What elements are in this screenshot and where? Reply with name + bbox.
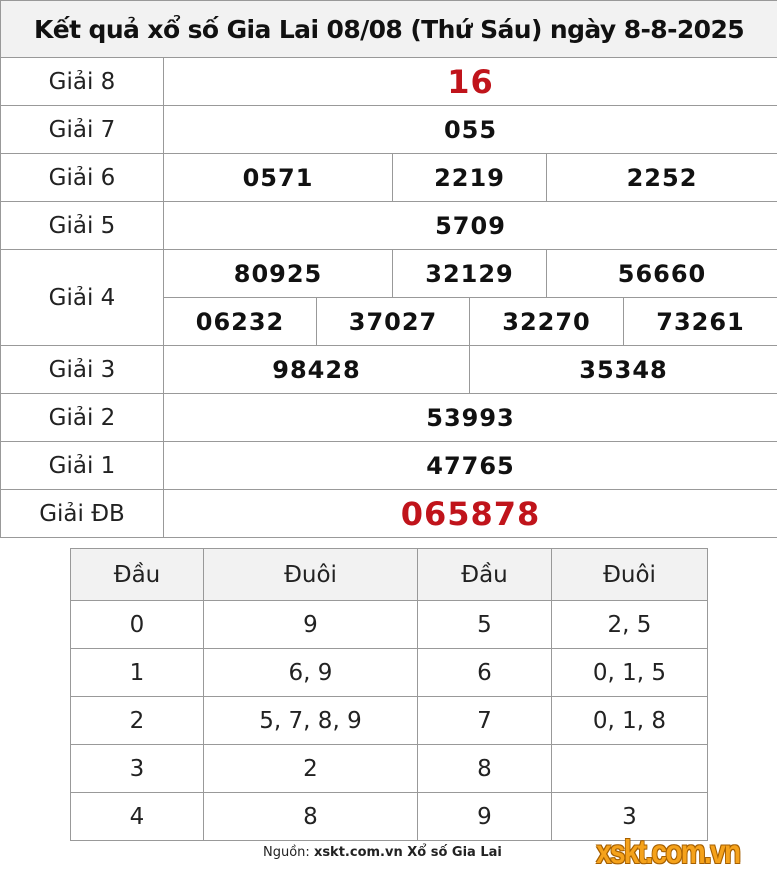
source-site: xskt.com.vn Xổ số Gia Lai [314,845,502,860]
prize-value: 2219 [393,154,547,202]
prize-value: 80925 [164,250,393,298]
table-cell: 3 [71,745,204,793]
prize-label: Giải 8 [1,58,164,106]
table-cell: 0, 1, 8 [552,697,708,745]
table-cell: 6, 9 [204,649,418,697]
prize-value: 065878 [164,490,777,538]
table-cell: 4 [71,793,204,841]
table-cell: 7 [418,697,552,745]
prize-value: 16 [164,58,777,106]
table-cell: 6 [418,649,552,697]
page-title: Kết quả xổ số Gia Lai 08/08 (Thứ Sáu) ng… [1,1,777,58]
prize-value: 32129 [393,250,547,298]
prize-value: 37027 [317,298,470,346]
table-cell: 8 [204,793,418,841]
loto-header: Đầu Đuôi Đầu Đuôi [71,549,708,601]
table-cell: 8 [418,745,552,793]
header-cell: Đuôi [204,549,418,601]
table-cell: 9 [204,601,418,649]
header-cell: Đầu [418,549,552,601]
results-table: Kết quả xổ số Gia Lai 08/08 (Thứ Sáu) ng… [0,0,777,538]
table-cell: 0, 1, 5 [552,649,708,697]
prize-value: 055 [164,106,777,154]
table-cell: 2, 5 [552,601,708,649]
table-cell: 1 [71,649,204,697]
table-cell: 0 [71,601,204,649]
prize-value: 35348 [470,346,777,394]
prize-value: 73261 [624,298,777,346]
prize-value: 47765 [164,442,777,490]
prize-value: 5709 [164,202,777,250]
source-text: Nguồn: xskt.com.vn Xổ số Gia Lai [263,845,502,860]
source-prefix: Nguồn: [263,845,310,860]
table-cell: 2 [71,697,204,745]
table-cell: 2 [204,745,418,793]
prize-value: 0571 [164,154,393,202]
prize-label: Giải 1 [1,442,164,490]
prize-label: Giải 3 [1,346,164,394]
prize-value: 98428 [164,346,470,394]
prize-value: 53993 [164,394,777,442]
prize-label: Giải ĐB [1,490,164,538]
prize-value: 56660 [547,250,777,298]
header-cell: Đầu [71,549,204,601]
table-cell: 5, 7, 8, 9 [204,697,418,745]
prize-value: 06232 [164,298,317,346]
table-cell: 5 [418,601,552,649]
prize-label: Giải 5 [1,202,164,250]
header-cell: Đuôi [552,549,708,601]
table-cell [552,745,708,793]
prize-value: 32270 [470,298,624,346]
site-logo: xskt.com.vn [596,833,739,871]
prize-label: Giải 2 [1,394,164,442]
prize-value: 2252 [547,154,777,202]
prize-label: Giải 4 [1,250,164,346]
table-cell: 9 [418,793,552,841]
prize-label: Giải 7 [1,106,164,154]
prize-label: Giải 6 [1,154,164,202]
